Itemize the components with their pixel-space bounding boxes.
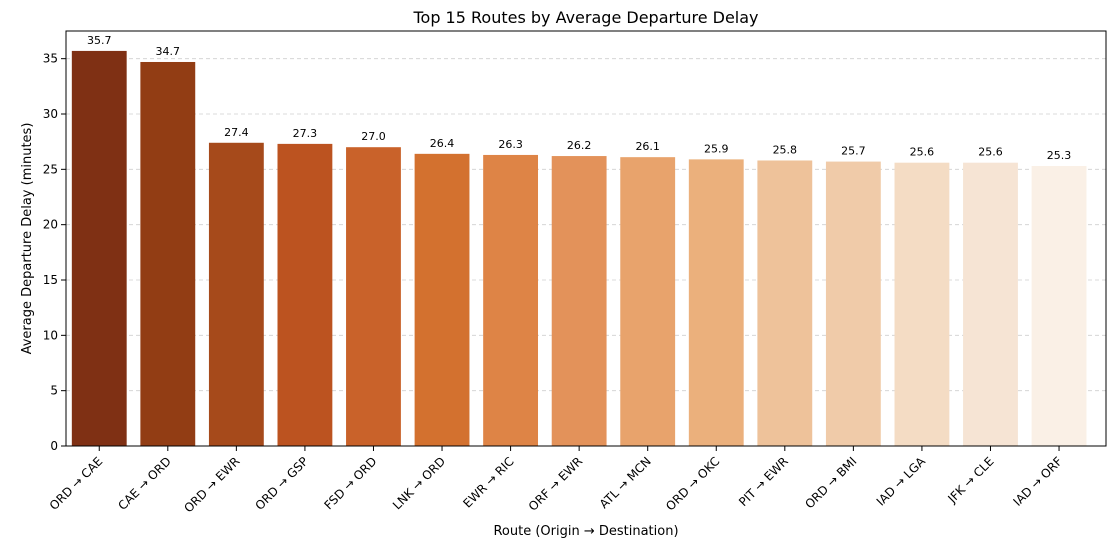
y-tick-label: 20 bbox=[43, 218, 58, 232]
x-tick-label: ATL → MCN bbox=[597, 454, 654, 511]
x-tick-label: PIT → EWR bbox=[736, 454, 791, 509]
x-tick-label: IAD → LGA bbox=[874, 454, 929, 509]
x-tick-label: ORD → GSP bbox=[252, 454, 311, 513]
bar-value-label: 25.9 bbox=[704, 142, 729, 155]
y-tick-label: 35 bbox=[43, 52, 58, 66]
bar-value-label: 26.1 bbox=[635, 140, 660, 153]
x-tick-label: ORF → EWR bbox=[526, 454, 586, 514]
bar bbox=[483, 154, 539, 447]
bar-value-label: 35.7 bbox=[87, 34, 112, 47]
bar bbox=[551, 156, 607, 446]
bar-value-label: 25.6 bbox=[978, 146, 1003, 159]
y-tick-label: 5 bbox=[50, 384, 58, 398]
bar-value-label: 27.4 bbox=[224, 126, 249, 139]
y-tick-label: 25 bbox=[43, 162, 58, 176]
y-tick-label: 30 bbox=[43, 107, 58, 121]
x-tick-label: IAD → ORF bbox=[1010, 454, 1065, 509]
bar-value-label: 25.3 bbox=[1047, 149, 1072, 162]
bar-value-label: 34.7 bbox=[156, 45, 181, 58]
x-tick-label: CAE → ORD bbox=[115, 454, 174, 513]
x-tick-label: ORD → EWR bbox=[181, 454, 242, 515]
bar bbox=[140, 61, 196, 447]
bar-value-label: 26.3 bbox=[498, 138, 523, 151]
bar bbox=[71, 50, 127, 447]
x-tick-label: ORD → CAE bbox=[47, 454, 106, 513]
bar bbox=[1031, 166, 1087, 446]
bar bbox=[825, 161, 881, 446]
y-tick-label: 10 bbox=[43, 328, 58, 342]
x-tick-label: EWR → RIC bbox=[460, 454, 516, 510]
x-tick-label: LNK → ORD bbox=[390, 454, 448, 512]
bar-value-label: 25.6 bbox=[910, 146, 935, 159]
bar bbox=[688, 159, 744, 446]
bar bbox=[346, 147, 401, 446]
bar-value-label: 26.4 bbox=[430, 137, 455, 150]
x-axis-label: Route (Origin → Destination) bbox=[493, 524, 678, 539]
x-tick-label: JFK → CLE bbox=[945, 454, 997, 506]
bar bbox=[277, 143, 333, 446]
bar bbox=[208, 142, 264, 447]
bar bbox=[963, 162, 1018, 446]
bar bbox=[894, 162, 950, 446]
chart-title: Top 15 Routes by Average Departure Delay bbox=[412, 8, 758, 27]
x-tick-label: FSD → ORD bbox=[321, 454, 379, 512]
bar-value-label: 25.7 bbox=[841, 145, 866, 158]
bar bbox=[620, 157, 676, 446]
x-tick-label: ORD → OKC bbox=[663, 454, 722, 513]
y-tick-label: 0 bbox=[50, 439, 58, 453]
plot-frame bbox=[65, 30, 1107, 447]
bars bbox=[71, 50, 1087, 447]
y-tick-label: 15 bbox=[43, 273, 58, 287]
bar-value-label: 27.0 bbox=[361, 130, 386, 143]
bar-value-label: 26.2 bbox=[567, 139, 592, 152]
bar bbox=[757, 160, 813, 447]
bar-value-label: 25.8 bbox=[773, 143, 798, 156]
x-tick-label: ORD → BMI bbox=[802, 454, 859, 511]
data-labels: 35.7 34.7 27.4 27.3 27.0 26.4 26.3 26.2 26.1 25.9… bbox=[87, 34, 1071, 162]
bar-value-label: 27.3 bbox=[293, 127, 318, 140]
bar bbox=[414, 153, 470, 446]
y-axis-label: Average Departure Delay (minutes) bbox=[20, 123, 35, 355]
